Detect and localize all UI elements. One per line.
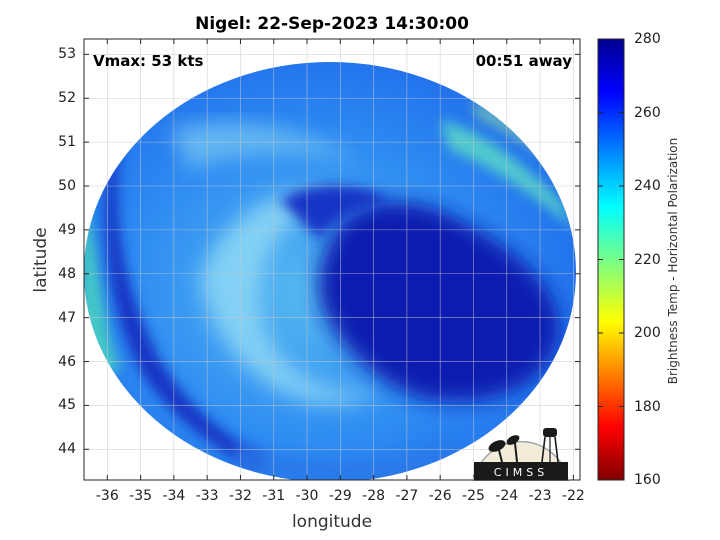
x-tick-label: -28 — [362, 488, 386, 504]
grid-lines — [84, 39, 580, 480]
colorbar-tick-label: 220 — [634, 251, 661, 268]
cimss-logo: CIMSS — [472, 428, 570, 481]
y-tick-label: 52 — [58, 90, 76, 107]
y-tick-label: 51 — [58, 134, 76, 151]
y-tick-label: 47 — [58, 309, 76, 326]
y-tick-label: 45 — [58, 397, 76, 414]
x-tick-label: -35 — [129, 488, 153, 504]
y-tick-label: 49 — [58, 221, 76, 238]
colorbar-tick-label: 280 — [634, 31, 661, 47]
x-tick-label: -22 — [561, 488, 585, 504]
colorbar-tick-label: 180 — [634, 398, 661, 415]
x-axis-label: longitude — [291, 512, 373, 532]
time-away-label: 00:51 away — [475, 52, 572, 70]
x-tick-label: -30 — [295, 488, 319, 504]
colorbar-tick-label: 240 — [634, 178, 661, 194]
x-tick-label: -32 — [229, 488, 252, 504]
x-tick-label: -31 — [262, 488, 286, 504]
tick-marks — [84, 39, 580, 480]
colorbar-tick-marks — [598, 38, 624, 481]
y-tick-label: 48 — [58, 265, 76, 282]
colorbar-label: Brightness Temp - Horizontal Polarizatio… — [666, 137, 680, 385]
colorbar-tick-label: 200 — [634, 325, 661, 341]
x-tick-label: -23 — [528, 488, 552, 504]
y-tick-label: 46 — [58, 353, 76, 370]
colorbar-tick-label: 260 — [634, 104, 661, 121]
logo-text: CIMSS — [494, 466, 548, 479]
x-tick-label: -27 — [395, 488, 419, 504]
x-tick-label: -25 — [462, 488, 485, 504]
y-tick-label: 50 — [58, 178, 76, 194]
x-tick-label: -34 — [162, 488, 186, 504]
y-tick-label: 44 — [58, 441, 76, 458]
axes-frame — [83, 38, 581, 481]
y-tick-label: 53 — [58, 46, 76, 63]
x-tick-label: -24 — [495, 488, 519, 504]
x-tick-label: -33 — [195, 488, 219, 504]
x-tick-label: -26 — [428, 488, 452, 504]
colorbar-tick-label: 160 — [634, 472, 661, 488]
brightness-temp-image — [84, 62, 576, 480]
x-tick-label: -29 — [328, 488, 352, 504]
chart-title: Nigel: 22-Sep-2023 14:30:00 — [195, 14, 469, 34]
x-tick-label: -36 — [95, 488, 119, 504]
vmax-label: Vmax: 53 kts — [93, 52, 204, 70]
